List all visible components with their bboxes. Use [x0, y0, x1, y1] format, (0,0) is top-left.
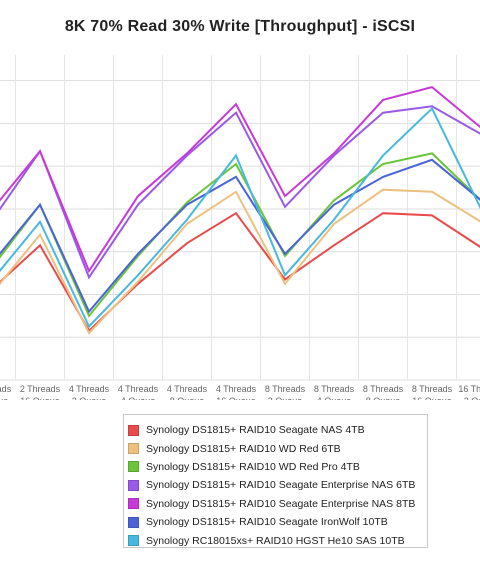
legend-label: Synology DS1815+ RAID10 WD Red 6TB	[146, 442, 341, 455]
legend-item: Synology RC18015xs+ RAID10 HGST He10 SAS…	[124, 531, 427, 549]
legend-item: Synology DS1815+ RAID10 Seagate NAS 4TB	[124, 421, 427, 439]
series-line-3	[0, 105, 480, 280]
legend-swatch	[128, 479, 139, 491]
legend-label: Synology DS1815+ RAID10 Seagate Enterpri…	[146, 479, 416, 492]
legend-label: Synology RC18015xs+ RAID10 HGST He10 SAS…	[146, 534, 405, 547]
x-tick-label: 16 Threads2 Queue	[458, 384, 480, 400]
legend-swatch	[128, 461, 139, 473]
x-tick-label: 4 Threads2 Queue	[69, 384, 110, 400]
legend-swatch	[128, 443, 139, 455]
legend-item: Synology DS1815+ RAID10 WD Red 6TB	[124, 439, 427, 457]
series-line-2	[0, 152, 480, 318]
series-line-1	[0, 188, 480, 335]
legend: Synology DS1815+ RAID10 Seagate NAS 4TB S…	[123, 414, 428, 548]
legend-label: Synology DS1815+ RAID10 Seagate Enterpri…	[146, 497, 416, 510]
legend-item: Synology DS1815+ RAID10 Seagate Enterpri…	[124, 495, 427, 513]
legend-label: Synology DS1815+ RAID10 Seagate IronWolf…	[146, 516, 388, 529]
series-lines	[0, 86, 480, 335]
legend-label: Synology DS1815+ RAID10 Seagate NAS 4TB	[146, 424, 365, 437]
legend-swatch	[128, 535, 139, 547]
series-line-6	[0, 106, 480, 329]
series-line-4	[0, 86, 480, 274]
grid	[0, 55, 480, 381]
series-line-5	[0, 158, 480, 314]
x-tick-label: 8 Threads2 Queue	[265, 384, 306, 400]
legend-swatch	[128, 498, 139, 510]
legend-item: Synology DS1815+ RAID10 Seagate IronWolf…	[124, 513, 427, 531]
legend-swatch	[128, 424, 139, 436]
legend-item: Synology DS1815+ RAID10 WD Red Pro 4TB	[124, 458, 427, 476]
chart-title: 8K 70% Read 30% Write [Throughput] - iSC…	[64, 18, 416, 35]
legend-label: Synology DS1815+ RAID10 WD Red Pro 4TB	[146, 460, 360, 473]
legend-swatch	[128, 516, 139, 528]
legend-item: Synology DS1815+ RAID10 Seagate Enterpri…	[124, 476, 427, 494]
